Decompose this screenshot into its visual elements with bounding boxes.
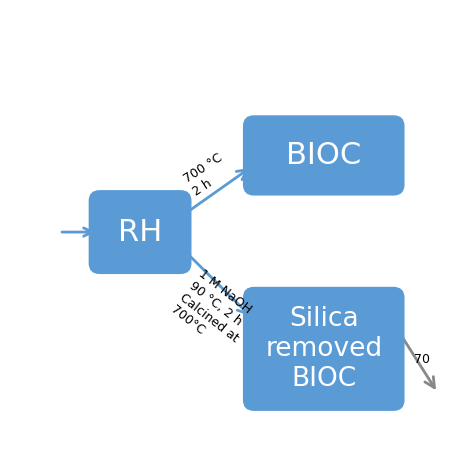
Text: 70: 70 (414, 353, 430, 366)
Text: RH: RH (118, 218, 162, 246)
FancyBboxPatch shape (243, 115, 405, 196)
FancyBboxPatch shape (243, 287, 405, 411)
Text: Silica
removed
BIOC: Silica removed BIOC (265, 306, 383, 392)
FancyBboxPatch shape (89, 190, 191, 274)
Text: BIOC: BIOC (286, 141, 361, 170)
Text: 700 °C
2 h: 700 °C 2 h (182, 151, 234, 198)
Text: 1 M NaOH
90 °C, 2 h
Calcined at
700°C: 1 M NaOH 90 °C, 2 h Calcined at 700°C (168, 268, 260, 357)
